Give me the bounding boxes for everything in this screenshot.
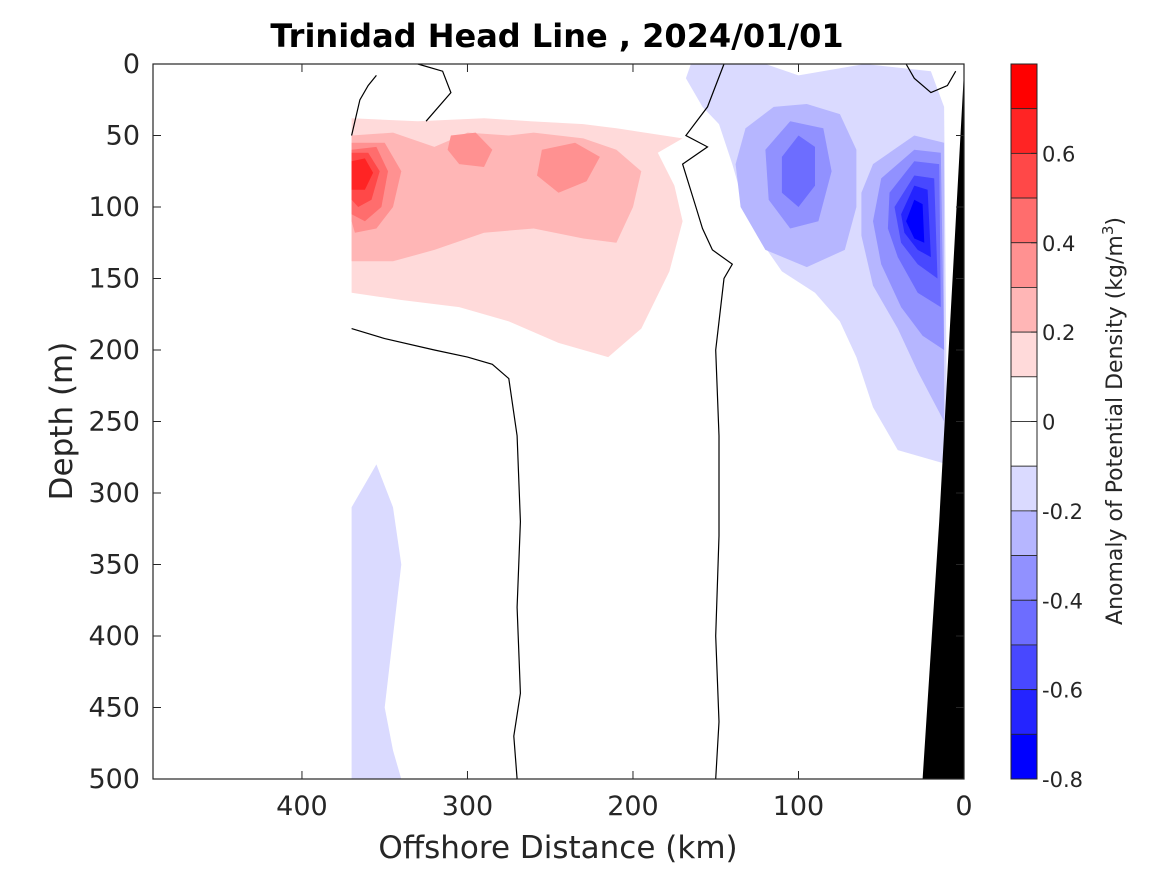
bathymetry-seafloor <box>922 71 964 779</box>
anomaly-contour-fills <box>351 64 948 779</box>
zero-contour-line-0 <box>351 328 522 780</box>
y-axis: 0 50 100 150 200 250 300 350 400 450 500 <box>88 49 964 795</box>
y-tick-label-1: 50 <box>106 121 140 152</box>
colorbar-tick-label-1: 0.4 <box>1042 232 1075 256</box>
y-tick-label-0: 0 <box>123 49 140 80</box>
x-tick-label-1: 300 <box>442 791 494 822</box>
colorbar-band-4 <box>1010 242 1038 288</box>
colorbar-label-suffix: ) <box>1103 217 1128 226</box>
colorbar-band-1 <box>1010 108 1038 154</box>
colorbar-band-10 <box>1010 510 1038 556</box>
colorbar-band-14 <box>1010 689 1038 735</box>
y-tick-label-7: 350 <box>88 550 140 581</box>
x-tick-label-4: 0 <box>955 791 972 822</box>
colorbar-band-7 <box>1010 376 1038 422</box>
colorbar-label-prefix: Anomaly of Potential Density (kg/m <box>1103 235 1128 625</box>
colorbar-band-11 <box>1010 555 1038 601</box>
colorbar-band-13 <box>1010 644 1038 691</box>
colorbar-band-9 <box>1010 465 1038 512</box>
colorbar-band-8 <box>1010 421 1038 467</box>
colorbar-band-3 <box>1010 197 1038 244</box>
anomaly-region-14 <box>781 135 815 207</box>
x-axis-label: Offshore Distance (km) <box>378 830 737 866</box>
x-axis: 400 300 200 100 0 <box>276 64 973 822</box>
colorbar-ticks: 0.6 0.4 0.2 0 -0.2 -0.4 -0.6 -0.8 <box>1031 142 1083 792</box>
y-tick-label-5: 250 <box>88 407 140 438</box>
colorbar-band-6 <box>1010 331 1038 378</box>
colorbar-label: Anomaly of Potential Density (kg/m3) <box>1099 217 1128 625</box>
zero-anomaly-contours <box>351 63 957 780</box>
colorbar-tick-label-2: 0.2 <box>1042 321 1075 345</box>
y-tick-label-3: 150 <box>88 264 140 295</box>
zero-contour-line-3 <box>905 63 957 94</box>
colorbar-tick-label-3: 0 <box>1042 411 1055 435</box>
chart-title: Trinidad Head Line , 2024/01/01 <box>270 17 843 55</box>
y-tick-label-2: 100 <box>88 192 140 223</box>
y-tick-label-4: 200 <box>88 335 140 366</box>
plot-area <box>152 63 965 780</box>
anomaly-region-3 <box>447 132 493 167</box>
colorbar-band-15 <box>1010 733 1038 780</box>
y-tick-label-8: 400 <box>88 621 140 652</box>
y-tick-label-6: 300 <box>88 478 140 509</box>
colorbar-band-0 <box>1010 63 1038 110</box>
anomaly-region-7 <box>351 158 374 190</box>
colorbar-tick-label-6: -0.6 <box>1042 679 1083 703</box>
x-tick-label-3: 100 <box>773 791 825 822</box>
colorbar-bands <box>1010 63 1038 780</box>
zero-contour-line-1 <box>681 63 734 780</box>
colorbar-tick-label-4: -0.2 <box>1042 500 1083 524</box>
y-tick-label-10: 500 <box>88 764 140 795</box>
y-axis-label: Depth (m) <box>44 342 80 501</box>
colorbar: 0.6 0.4 0.2 0 -0.2 -0.4 -0.6 -0.8 Anomaly of Po… <box>1010 63 1128 792</box>
colorbar-label-superscript: 3 <box>1099 226 1117 236</box>
x-tick-label-0: 400 <box>276 791 328 822</box>
colorbar-band-5 <box>1010 287 1038 333</box>
colorbar-band-2 <box>1010 152 1038 199</box>
anomaly-region-9 <box>351 464 402 779</box>
colorbar-tick-label-0: 0.6 <box>1042 142 1075 166</box>
zero-contour-line-2 <box>417 63 452 122</box>
anomaly-region-4 <box>537 142 600 193</box>
anomaly-region-18 <box>906 199 925 243</box>
colorbar-tick-label-5: -0.4 <box>1042 589 1083 613</box>
y-tick-label-9: 450 <box>88 693 140 724</box>
colorbar-band-12 <box>1010 599 1038 646</box>
zero-contour-line-4 <box>351 75 377 136</box>
x-tick-label-2: 200 <box>607 791 659 822</box>
colorbar-tick-label-7: -0.8 <box>1042 768 1083 792</box>
